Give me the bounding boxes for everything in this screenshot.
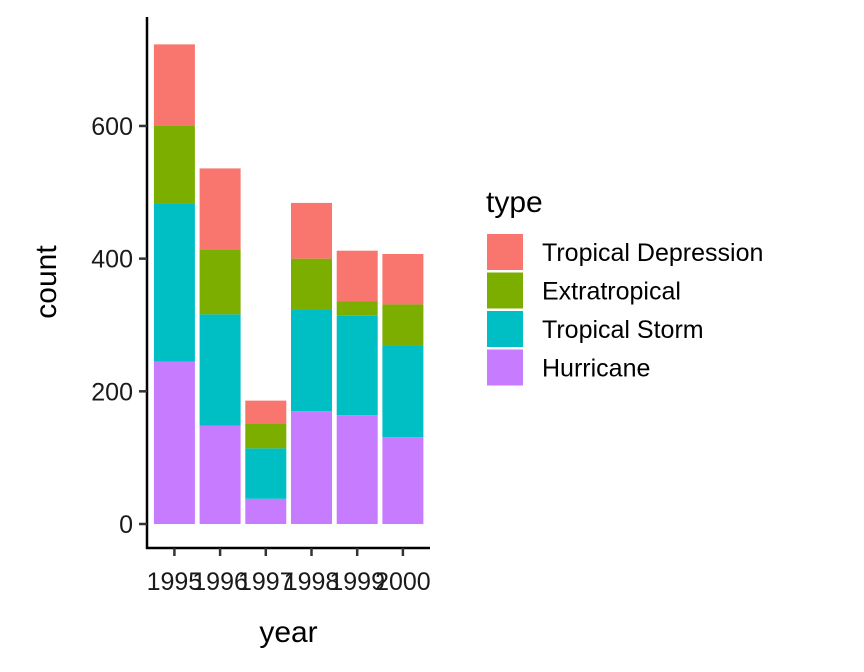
bar-2000-tropical-storm xyxy=(382,345,424,438)
bar-1999-tropical-depression xyxy=(336,250,378,302)
bar-1999-tropical-storm xyxy=(336,315,378,416)
bar-1997-tropical-depression xyxy=(245,400,287,424)
bar-1999-hurricane xyxy=(336,415,378,524)
bar-1998-tropical-storm xyxy=(291,309,332,412)
bar-1995-tropical-storm xyxy=(153,203,195,362)
bar-1996-hurricane xyxy=(199,425,241,524)
bar-2000-extratropical xyxy=(382,304,424,346)
y-tick-label: 0 xyxy=(119,511,133,539)
bar-1997-tropical-storm xyxy=(245,448,287,499)
y-tick-label: 200 xyxy=(91,378,133,406)
bar-1996-tropical-depression xyxy=(199,168,241,250)
bar-1995-hurricane xyxy=(153,361,195,524)
bar-2000-tropical-depression xyxy=(382,253,424,305)
legend-label: Tropical Storm xyxy=(542,316,704,344)
y-axis-ticks: 0 200 400 600 xyxy=(91,113,147,539)
legend-key-hurricane xyxy=(487,349,523,386)
bar-1998-tropical-depression xyxy=(291,202,332,259)
y-tick-label: 600 xyxy=(91,113,133,141)
bar-1998-hurricane xyxy=(291,411,332,524)
bar-1997-hurricane xyxy=(245,498,287,524)
legend-label: Extratropical xyxy=(542,278,681,306)
x-tick-label: 1996 xyxy=(192,568,248,596)
y-tick-label: 400 xyxy=(91,246,133,274)
x-tick-label: 1999 xyxy=(329,568,385,596)
legend-key-tropical-depression xyxy=(487,234,523,270)
bar-2000-hurricane xyxy=(382,437,424,524)
bar-1995-extratropical xyxy=(153,125,195,204)
bar-1995-tropical-depression xyxy=(153,44,195,126)
y-axis-title: count xyxy=(30,245,63,319)
legend-key-tropical-storm xyxy=(487,311,523,347)
bar-1996-extratropical xyxy=(199,249,241,315)
legend: Tropical Depression Extratropical Tropical… xyxy=(487,234,763,386)
x-tick-label: 1998 xyxy=(284,568,340,596)
bar-1996-tropical-storm xyxy=(199,314,241,426)
x-axis-title: year xyxy=(259,616,317,649)
legend-label: Hurricane xyxy=(542,355,650,383)
bars-layer xyxy=(153,44,424,524)
legend-title: type xyxy=(486,186,543,219)
x-tick-label: 2000 xyxy=(375,568,431,596)
bar-1997-extratropical xyxy=(245,423,287,449)
legend-label: Tropical Depression xyxy=(542,239,763,267)
bar-1999-extratropical xyxy=(336,301,378,316)
x-tick-label: 1997 xyxy=(238,568,294,596)
bar-1998-extratropical xyxy=(291,258,332,310)
x-tick-label: 1995 xyxy=(147,568,203,596)
legend-key-extratropical xyxy=(487,272,523,309)
